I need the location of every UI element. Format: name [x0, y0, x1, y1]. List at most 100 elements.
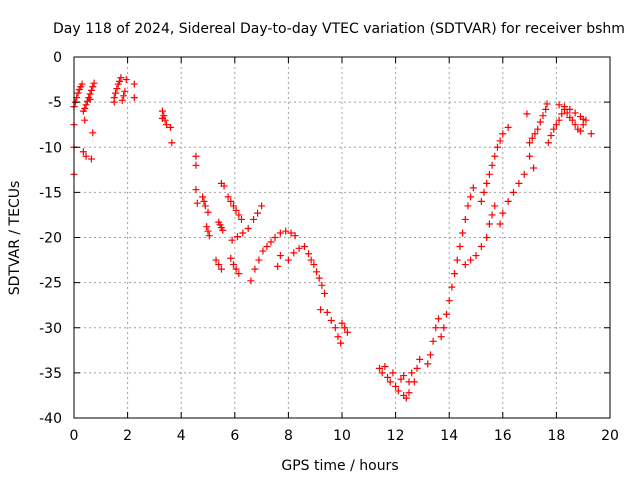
data-point: [337, 339, 345, 347]
data-point: [295, 244, 303, 252]
data-point: [499, 130, 507, 138]
data-point: [121, 87, 129, 95]
data-point: [534, 125, 542, 133]
data-point: [552, 121, 560, 129]
data-point: [571, 109, 579, 117]
data-point: [456, 243, 464, 251]
data-point: [239, 229, 247, 237]
x-tick-label: 14: [440, 428, 458, 444]
data-point: [331, 324, 339, 332]
data-point: [227, 254, 235, 262]
data-point: [568, 116, 576, 124]
data-point: [555, 116, 563, 124]
data-point: [162, 121, 170, 129]
data-point: [271, 234, 279, 241]
data-point: [78, 80, 86, 88]
x-axis-label: GPS time / hours: [281, 458, 398, 474]
chart-title: Day 118 of 2024, Sidereal Day-to-day VTE…: [53, 21, 625, 37]
data-point: [531, 130, 539, 138]
data-point: [392, 382, 400, 390]
data-point: [82, 101, 90, 109]
x-tick-label: 8: [284, 428, 293, 444]
data-point: [461, 215, 469, 223]
data-point: [310, 261, 318, 269]
data-point: [558, 110, 566, 118]
data-point: [317, 306, 325, 314]
data-point: [228, 236, 236, 244]
data-point: [166, 123, 174, 131]
data-point: [543, 100, 551, 108]
data-point: [232, 206, 240, 214]
data-point: [550, 125, 558, 133]
data-point: [307, 256, 315, 264]
data-point: [122, 76, 130, 84]
data-point: [528, 134, 536, 142]
data-point: [542, 105, 550, 113]
data-point: [499, 209, 507, 217]
data-point: [579, 115, 587, 123]
data-point: [247, 277, 255, 285]
y-tick-label: -25: [39, 276, 62, 292]
data-point: [343, 328, 351, 336]
data-point: [437, 333, 445, 341]
data-point: [267, 238, 275, 246]
data-point: [74, 89, 82, 97]
data-point: [204, 208, 212, 216]
data-point: [229, 202, 237, 210]
data-point: [276, 252, 284, 260]
data-point: [453, 256, 461, 264]
data-point: [305, 250, 312, 258]
data-point: [451, 270, 459, 278]
data-point: [89, 83, 97, 91]
data-point: [116, 77, 124, 85]
data-point: [244, 224, 252, 232]
data-point: [384, 373, 392, 381]
data-point: [459, 229, 467, 237]
data-point: [405, 389, 413, 397]
data-point: [555, 101, 563, 109]
data-point: [488, 211, 496, 219]
data-point: [491, 152, 499, 160]
data-point: [130, 80, 138, 88]
data-point: [526, 139, 534, 147]
data-point: [215, 261, 223, 269]
y-tick-label: -40: [39, 411, 62, 427]
data-point: [464, 202, 472, 210]
data-point: [485, 170, 493, 178]
x-tick-label: 0: [70, 428, 79, 444]
data-point: [341, 324, 349, 332]
data-point: [258, 202, 266, 210]
data-point: [219, 226, 227, 234]
data-point: [504, 197, 512, 205]
data-point: [477, 197, 485, 205]
x-tick-label: 12: [387, 428, 405, 444]
data-point: [327, 317, 335, 325]
data-point: [408, 369, 416, 377]
data-point: [220, 182, 228, 190]
x-tick-label: 18: [547, 428, 565, 444]
data-point: [212, 256, 220, 264]
y-tick-label: -10: [39, 140, 62, 156]
data-point: [235, 270, 243, 278]
data-point: [199, 193, 207, 201]
data-point: [461, 261, 469, 269]
x-tick-label: 10: [333, 428, 351, 444]
y-tick-label: -5: [48, 95, 62, 111]
data-point: [113, 85, 121, 93]
data-point: [291, 232, 299, 240]
data-point: [448, 283, 456, 291]
data-point: [274, 262, 282, 270]
data-point: [515, 179, 523, 187]
data-point: [523, 110, 531, 118]
data-point: [117, 74, 125, 82]
data-point: [566, 105, 574, 113]
data-point: [81, 104, 89, 112]
data-point: [426, 351, 434, 359]
data-point: [467, 256, 475, 264]
data-point: [200, 197, 208, 205]
data-point: [86, 95, 94, 103]
data-point: [440, 324, 448, 332]
y-tick-label: -15: [39, 185, 62, 201]
data-point: [290, 249, 298, 257]
